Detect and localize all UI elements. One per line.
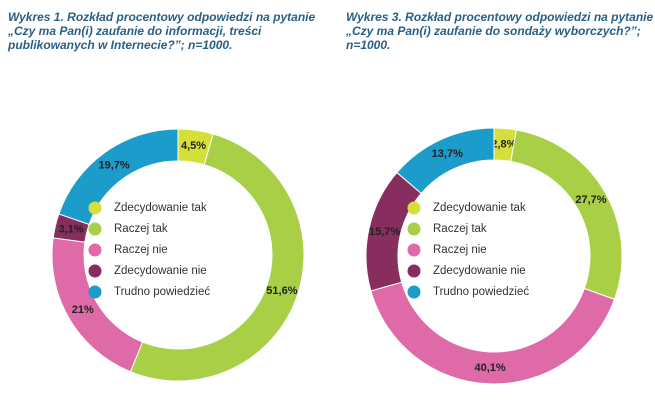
- legend-marker: [88, 285, 102, 299]
- chart-title: Wykres 3. Rozkład procentowy odpowiedzi …: [346, 10, 654, 24]
- donut-slice: [396, 127, 495, 195]
- legend-label: Trudno powiedzieć: [114, 286, 210, 298]
- chart-title: „Czy ma Pan(i) zaufanie do sondaży wybor…: [345, 24, 641, 38]
- value-label: 21%: [72, 304, 94, 316]
- value-label: 40,1%: [475, 362, 506, 374]
- value-label: 51,6%: [266, 285, 297, 297]
- chart-title: n=1000.: [346, 38, 390, 52]
- value-label: 13,7%: [432, 148, 463, 160]
- value-label: 3,1%: [58, 223, 83, 235]
- legend-label: Zdecydowanie tak: [433, 202, 526, 214]
- legend-marker: [88, 201, 102, 215]
- legend-label: Zdecydowanie nie: [114, 265, 207, 277]
- value-label: 15,7%: [369, 226, 400, 238]
- chart-title: „Czy ma Pan(i) zaufanie do informacji, t…: [7, 24, 262, 38]
- value-label: 27,7%: [575, 194, 606, 206]
- legend-label: Raczej tak: [114, 223, 168, 235]
- legend-marker: [407, 222, 421, 236]
- value-label: 2,8%: [491, 138, 516, 150]
- legend-label: Raczej tak: [433, 223, 487, 235]
- donut-slice: [51, 237, 144, 373]
- chart-title: Wykres 1. Rozkład procentowy odpowiedzi …: [8, 10, 316, 24]
- donut-slice: [510, 129, 623, 300]
- donut-slice: [370, 281, 616, 385]
- value-label: 4,5%: [181, 140, 206, 152]
- legend-marker: [88, 222, 102, 236]
- legend-label: Raczej nie: [433, 244, 487, 256]
- legend-marker: [407, 201, 421, 215]
- donut-slice: [58, 128, 179, 226]
- legend-marker: [407, 264, 421, 278]
- legend-marker: [407, 285, 421, 299]
- legend-label: Trudno powiedzieć: [433, 286, 529, 298]
- chart-title: publikowanych w Internecie?”; n=1000.: [7, 38, 232, 52]
- legend-marker: [88, 243, 102, 257]
- legend-marker: [407, 243, 421, 257]
- legend-label: Zdecydowanie nie: [433, 265, 526, 277]
- legend-label: Raczej nie: [114, 244, 168, 256]
- legend-marker: [88, 264, 102, 278]
- legend-label: Zdecydowanie tak: [114, 202, 207, 214]
- value-label: 19,7%: [99, 159, 130, 171]
- donut-slice: [129, 133, 305, 382]
